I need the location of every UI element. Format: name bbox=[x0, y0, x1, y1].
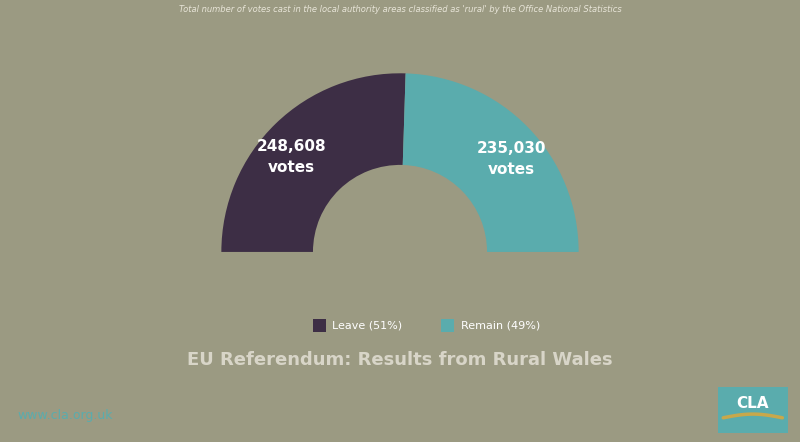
Bar bbox=[313, 319, 326, 332]
Bar bbox=[718, 387, 788, 433]
Text: Leave (51%): Leave (51%) bbox=[333, 320, 402, 330]
Bar bbox=[442, 319, 454, 332]
Text: 248,608
votes: 248,608 votes bbox=[257, 138, 326, 175]
Text: CLA: CLA bbox=[737, 396, 769, 411]
Text: www.cla.org.uk: www.cla.org.uk bbox=[18, 408, 113, 422]
Text: EU Referendum: Results from Rural Wales: EU Referendum: Results from Rural Wales bbox=[187, 351, 613, 369]
Text: Total number of votes cast in the local authority areas classified as 'rural' by: Total number of votes cast in the local … bbox=[178, 4, 622, 14]
Wedge shape bbox=[402, 73, 578, 252]
Wedge shape bbox=[222, 73, 406, 252]
Text: 235,030
votes: 235,030 votes bbox=[477, 141, 546, 178]
Text: Remain (49%): Remain (49%) bbox=[461, 320, 540, 330]
